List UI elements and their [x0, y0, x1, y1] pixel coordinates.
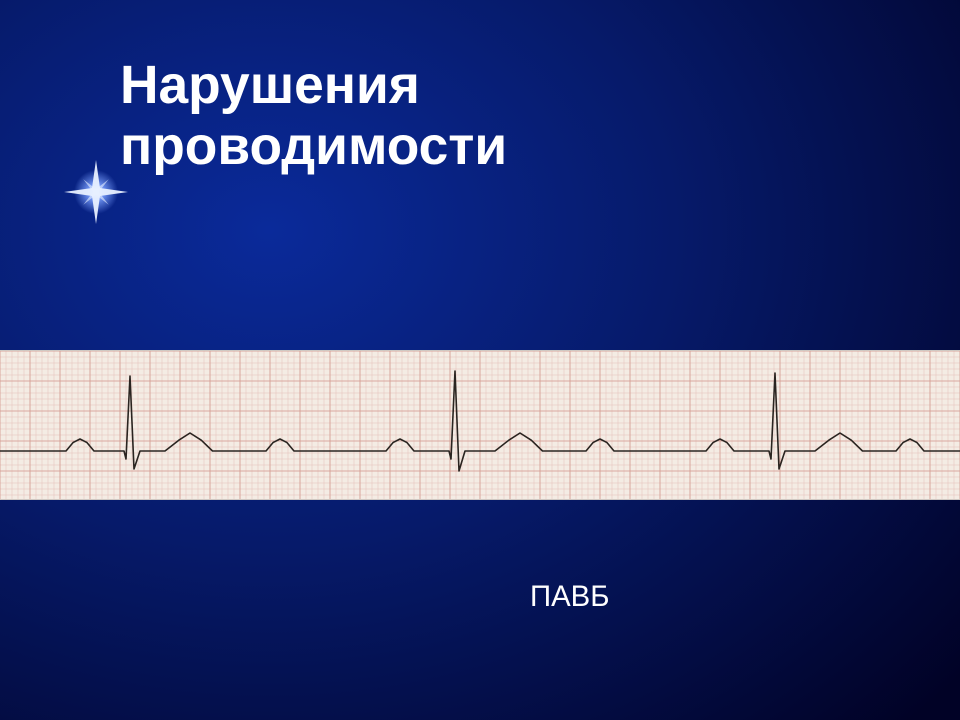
title-line-2: проводимости	[120, 117, 507, 176]
bullet-star-icon	[64, 160, 128, 224]
slide-title: Нарушения проводимости	[120, 55, 507, 178]
title-line-1: Нарушения	[120, 56, 420, 115]
slide-subtitle: ПАВБ	[530, 580, 609, 614]
slide: Нарушения проводимости ПАВБ	[0, 0, 960, 720]
ecg-svg	[0, 351, 960, 500]
ecg-strip	[0, 350, 960, 500]
